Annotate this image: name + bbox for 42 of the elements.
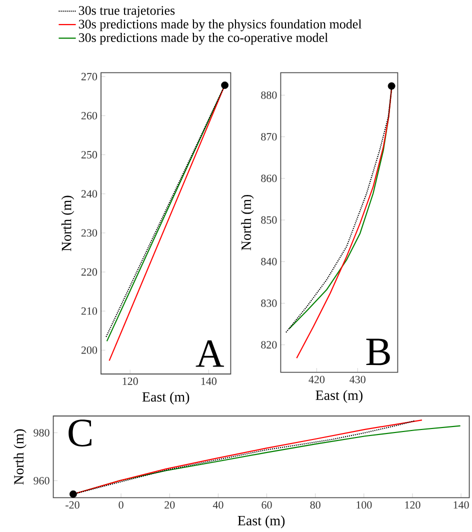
x-tick-label: 420 [308,376,325,384]
x-tick-label: 140 [201,378,217,385]
y-tick-label: 860 [261,174,277,182]
y-tick-label: 250 [81,151,98,158]
x-tick-label: 40 [212,501,224,509]
y-tick-label: 840 [261,258,277,266]
legend-label: 30s true trajetories [78,6,175,18]
y-tick-label: 830 [261,300,277,307]
y-tick-label: 200 [81,346,98,354]
x-axis-title: East (m) [142,392,190,405]
x-tick-label: 140 [454,501,469,509]
annotation: A [196,340,224,367]
x-tick-label: 20 [164,501,175,509]
y-tick-label: 880 [261,91,277,99]
y-tick-label: 820 [261,341,277,349]
annotation: B [366,338,390,366]
y-tick-label: 870 [261,133,277,140]
x-axis-title: East (m) [316,390,362,403]
annotation: C [68,420,92,447]
x-tick-label: 100 [356,501,372,509]
legend-label: 30s predictions made by the physics foundation model [78,19,362,32]
y-axis-title: North (m) [14,429,26,485]
x-tick-label: 120 [122,378,138,385]
y-tick-label: 260 [81,112,98,120]
x-tick-label: 430 [350,376,366,384]
x-tick-label: 60 [262,501,272,509]
y-axis-title: North (m) [241,194,254,250]
y-axis-title: North (m) [61,196,74,252]
y-tick-label: 980 [34,429,50,436]
y-tick-label: 240 [81,190,98,198]
x-axis-title: East (m) [238,516,285,528]
legend-label: 30s predictions made by the co-operative model [78,32,328,45]
x-tick-label: 0 [118,501,124,509]
y-tick-label: 270 [81,72,98,80]
y-tick-label: 960 [34,476,50,484]
y-tick-label: 230 [81,229,98,237]
x-tick-label: 120 [405,501,420,509]
x-tick-label: 80 [310,501,320,509]
y-tick-label: 850 [261,216,277,224]
y-tick-label: 220 [81,268,98,276]
x-tick-label: -20 [66,501,80,509]
y-tick-label: 210 [81,307,98,315]
